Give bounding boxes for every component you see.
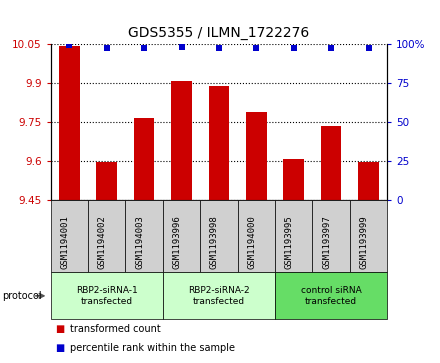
Text: RBP2-siRNA-2
transfected: RBP2-siRNA-2 transfected [188,286,250,306]
Bar [246,113,267,200]
Bar [96,162,117,200]
Bar [312,200,350,272]
Text: RBP2-siRNA-1
transfected: RBP2-siRNA-1 transfected [76,286,138,306]
Bar [200,200,238,272]
Bar [209,86,229,200]
Text: GSM1194003: GSM1194003 [135,215,144,269]
Bar [88,200,125,272]
Text: GSM1193996: GSM1193996 [172,215,181,269]
Bar [283,159,304,200]
Bar [350,200,387,272]
Text: control siRNA
transfected: control siRNA transfected [301,286,362,306]
Text: ■: ■ [55,323,64,334]
Bar [59,46,80,200]
Text: GSM1193997: GSM1193997 [322,215,331,269]
Point [290,45,297,51]
Bar [238,200,275,272]
Point [216,45,223,51]
Bar [163,200,200,272]
Point [327,45,335,51]
Text: GSM1194002: GSM1194002 [98,215,107,269]
Bar [171,81,192,200]
Text: GSM1194001: GSM1194001 [60,215,70,269]
Point [253,45,260,51]
Bar [275,272,387,319]
Bar [275,200,312,272]
Text: GSM1193998: GSM1193998 [210,215,219,269]
Point [103,45,110,51]
Text: percentile rank within the sample: percentile rank within the sample [70,343,235,354]
Title: GDS5355 / ILMN_1722276: GDS5355 / ILMN_1722276 [128,26,309,40]
Bar [321,126,341,200]
Point [66,42,73,48]
Point [365,45,372,51]
Text: protocol: protocol [2,291,42,301]
Text: GSM1194000: GSM1194000 [247,215,256,269]
Bar [163,272,275,319]
Text: ■: ■ [55,343,64,354]
Point [178,44,185,50]
Point [141,45,148,51]
Text: GSM1193999: GSM1193999 [359,215,368,269]
Bar [51,272,163,319]
Text: GSM1193995: GSM1193995 [285,215,294,269]
Bar [51,200,88,272]
Bar [125,200,163,272]
Text: transformed count: transformed count [70,323,160,334]
Bar [134,118,154,200]
Bar [358,162,379,200]
